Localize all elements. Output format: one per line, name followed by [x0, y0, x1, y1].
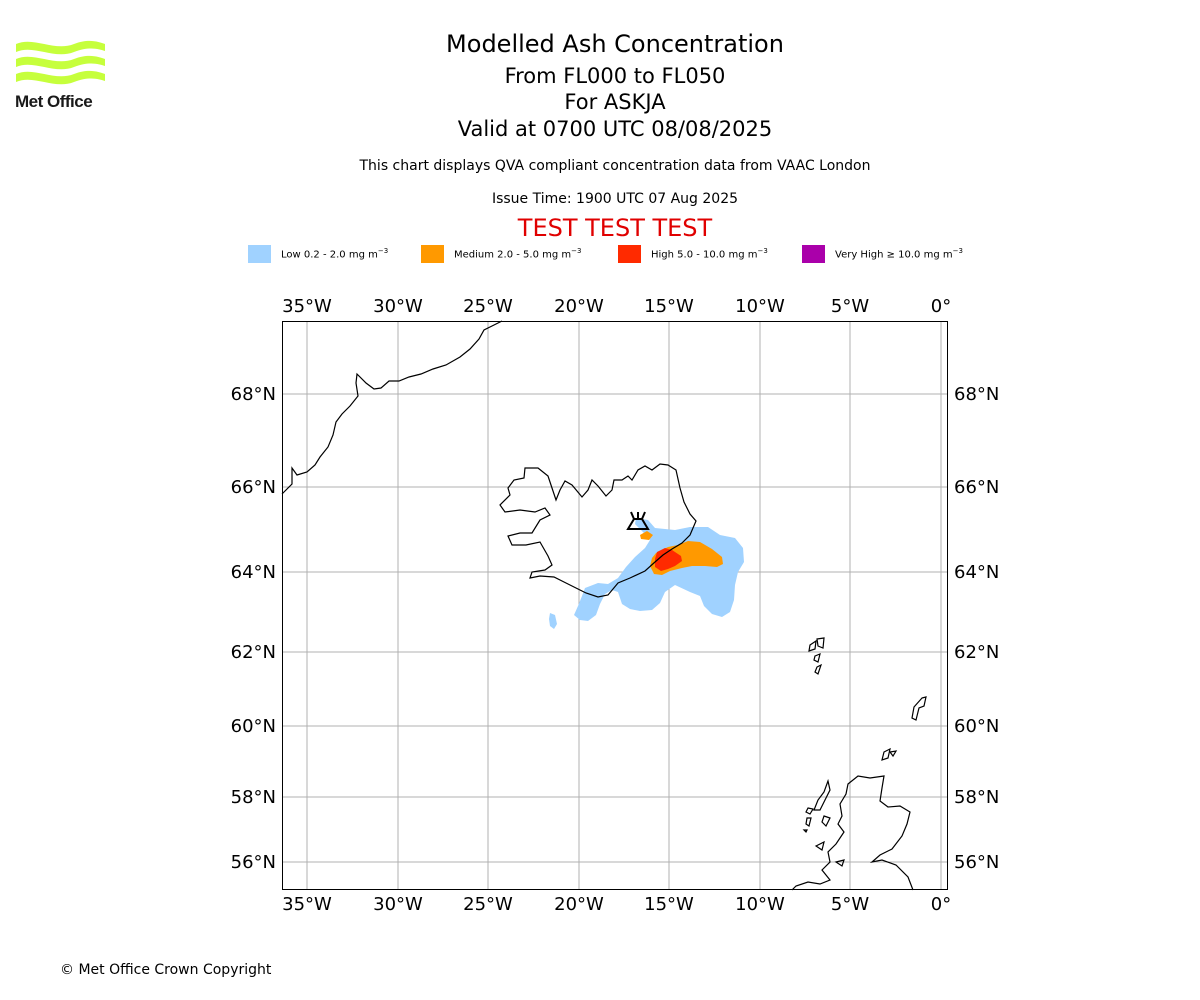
test-banner: TEST TEST TEST	[517, 214, 713, 242]
lon-label: 25°W	[463, 894, 513, 915]
lon-label: 30°W	[373, 296, 423, 317]
lon-label: 15°W	[644, 296, 694, 317]
lat-label: 60°N	[954, 716, 999, 737]
lon-label: 35°W	[282, 296, 332, 317]
lon-label: 15°W	[644, 894, 694, 915]
legend-label-low: Low 0.2 - 2.0 mg m−3	[281, 247, 389, 261]
lat-label: 66°N	[954, 477, 999, 498]
lon-label: 10°W	[735, 296, 785, 317]
coastlines	[281, 320, 927, 891]
volcano-name: For ASKJA	[564, 90, 666, 114]
lon-label: 10°W	[735, 894, 785, 915]
valid-time: Valid at 0700 UTC 08/08/2025	[457, 117, 773, 141]
legend-label-very-high: Very High ≥ 10.0 mg m−3	[835, 247, 963, 261]
legend-label-medium: Medium 2.0 - 5.0 mg m−3	[454, 247, 582, 261]
legend-swatch-high	[618, 245, 641, 263]
qva-note: This chart displays QVA compliant concen…	[359, 158, 871, 174]
legend-label-high: High 5.0 - 10.0 mg m−3	[651, 247, 768, 261]
lon-label: 35°W	[282, 894, 332, 915]
lat-label: 62°N	[954, 642, 999, 663]
lat-label: 58°N	[231, 787, 276, 808]
met-office-logo-icon	[16, 40, 105, 85]
volcano-icon	[626, 511, 650, 530]
chart-title: Modelled Ash Concentration	[446, 30, 784, 58]
longitude-labels-top: 35°W 30°W 25°W 20°W 15°W 10°W 5°W 0°	[282, 296, 951, 317]
lat-label: 60°N	[231, 716, 276, 737]
lon-label: 25°W	[463, 296, 513, 317]
lat-label: 66°N	[231, 477, 276, 498]
legend-swatch-very-high	[802, 245, 825, 263]
legend-swatch-low	[248, 245, 271, 263]
latitude-labels-left: 68°N 66°N 64°N 62°N 60°N 58°N 56°N	[231, 384, 276, 873]
lon-label: 20°W	[554, 894, 604, 915]
legend-item-high: High 5.0 - 10.0 mg m−3	[618, 244, 768, 264]
lat-label: 56°N	[954, 852, 999, 873]
map-frame	[282, 321, 948, 890]
lat-label: 68°N	[231, 384, 276, 405]
lon-label: 0°	[931, 296, 951, 317]
lon-label: 0°	[931, 894, 951, 915]
lon-label: 5°W	[831, 296, 869, 317]
latitude-labels-right: 68°N 66°N 64°N 62°N 60°N 58°N 56°N	[954, 384, 999, 873]
lat-label: 64°N	[954, 562, 999, 583]
lat-label: 58°N	[954, 787, 999, 808]
lon-label: 30°W	[373, 894, 423, 915]
lon-label: 20°W	[554, 296, 604, 317]
map-gridlines	[282, 321, 948, 890]
legend-item-very-high: Very High ≥ 10.0 mg m−3	[802, 244, 963, 264]
lat-label: 64°N	[231, 562, 276, 583]
copyright-notice: © Met Office Crown Copyright	[60, 962, 272, 978]
lat-label: 56°N	[231, 852, 276, 873]
lat-label: 62°N	[231, 642, 276, 663]
longitude-labels-bottom: 35°W 30°W 25°W 20°W 15°W 10°W 5°W 0°	[282, 894, 951, 915]
flight-level-range: From FL000 to FL050	[504, 64, 726, 88]
ash-high-region	[655, 548, 682, 571]
legend-item-low: Low 0.2 - 2.0 mg m−3	[248, 244, 388, 264]
issue-time: Issue Time: 1900 UTC 07 Aug 2025	[491, 191, 739, 207]
legend-item-medium: Medium 2.0 - 5.0 mg m−3	[421, 244, 581, 264]
lat-label: 68°N	[954, 384, 999, 405]
legend-swatch-medium	[421, 245, 444, 263]
lon-label: 5°W	[831, 894, 869, 915]
met-office-logo-text: Met Office	[15, 92, 93, 111]
